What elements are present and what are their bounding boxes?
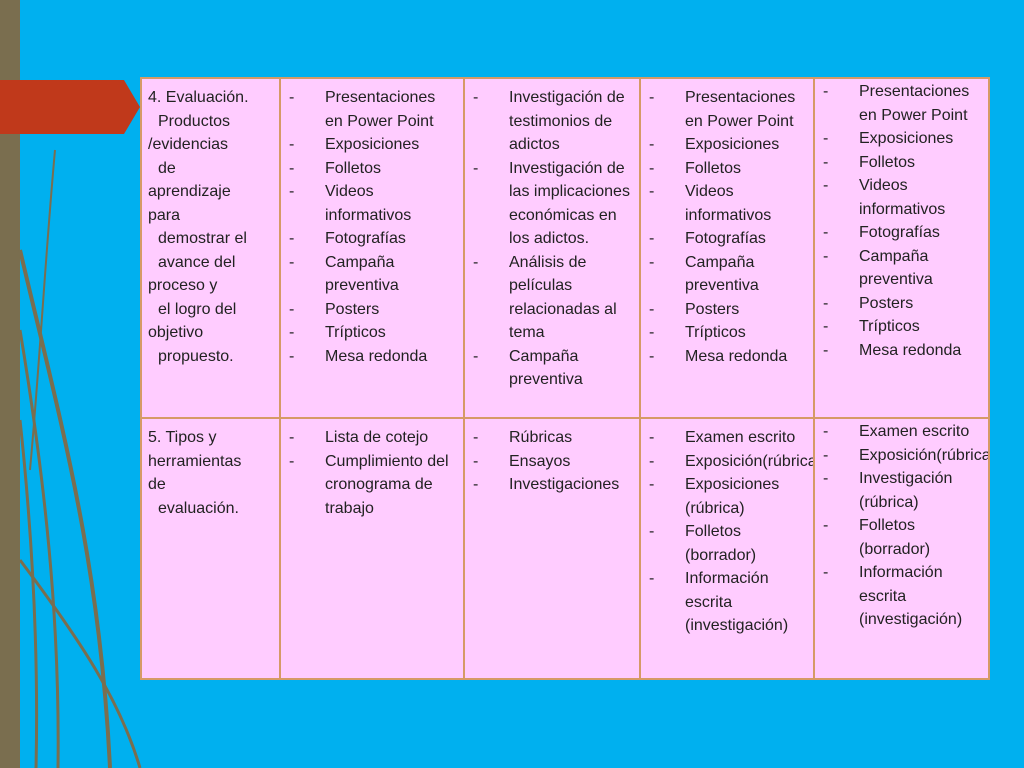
- list-item: Trípticos: [821, 315, 982, 339]
- row-label-line: herramientas: [148, 452, 242, 470]
- list-item: Investigación de las implicaciones econó…: [471, 157, 633, 251]
- list-item: Folletos: [647, 157, 807, 181]
- row-label-line: Productos: [158, 112, 231, 130]
- row-label-line: demostrar el: [158, 230, 247, 247]
- left-accent-bar: [0, 0, 20, 768]
- list-item: Ensayos: [471, 450, 633, 474]
- dash-list: Examen escritoExposición(rúbrica)Investi…: [821, 420, 987, 632]
- list-item: Presentaciones en Power Point: [821, 80, 982, 127]
- list-item: Folletos (borrador): [821, 514, 982, 561]
- list-item: Posters: [287, 298, 457, 322]
- dash-list: Lista de cotejoCumplimiento del cronogra…: [287, 426, 457, 520]
- decorative-curve: [18, 419, 39, 768]
- list-item: Exposición(rúbrica): [821, 444, 987, 468]
- list-item: Presentaciones en Power Point: [647, 86, 807, 133]
- list-item: Mesa redonda: [287, 345, 457, 369]
- table-cell: Examen escritoExposición(rúbrica)Investi…: [813, 417, 990, 680]
- list-item: Investigaciones: [471, 473, 633, 497]
- list-item: Examen escrito: [821, 420, 982, 444]
- list-item: Folletos: [287, 157, 457, 181]
- list-item: Exposiciones: [287, 133, 457, 157]
- list-item: Posters: [647, 298, 807, 322]
- row-label-cell: 4. Evaluación. Productos/evidencias de apre…: [140, 77, 281, 419]
- row-label-line: proceso y: [148, 277, 218, 294]
- list-item: Exposiciones (rúbrica): [647, 473, 807, 520]
- dash-list: Presentaciones en Power PointExposicione…: [647, 86, 807, 368]
- decorative-curves: [18, 149, 142, 768]
- red-arrow-tab: [0, 80, 140, 134]
- list-item: Videos informativos: [287, 180, 457, 227]
- row-label-line: el logro del: [158, 300, 237, 318]
- list-item: Mesa redonda: [821, 339, 982, 363]
- decorative-curve: [18, 329, 60, 768]
- list-item: Videos informativos: [821, 174, 982, 221]
- table-cell: Presentaciones en Power PointExposicione…: [813, 77, 990, 419]
- list-item: Fotografías: [821, 221, 982, 245]
- row-label-line: 5. Tipos y: [148, 429, 217, 446]
- list-item: Exposiciones: [647, 133, 807, 157]
- list-item: Trípticos: [287, 321, 457, 345]
- dash-list: Presentaciones en Power PointExposicione…: [287, 86, 457, 368]
- list-item: Cumplimiento del cronograma de trabajo: [287, 450, 457, 521]
- table-cell: Lista de cotejoCumplimiento del cronogra…: [279, 417, 465, 680]
- table-cell: RúbricasEnsayosInvestigaciones: [463, 417, 641, 680]
- list-item: Lista de cotejo: [287, 426, 457, 450]
- list-item: Trípticos: [647, 321, 807, 345]
- table-row: 4. Evaluación. Productos/evidencias de apre…: [140, 77, 990, 419]
- row-label-cell: 5. Tipos y herramientas de evaluación.: [140, 417, 281, 680]
- list-item: Campaña preventiva: [821, 245, 982, 292]
- list-item: Posters: [821, 292, 982, 316]
- list-item: Folletos (borrador): [647, 520, 807, 567]
- decorative-curve: [18, 559, 142, 768]
- decorative-curve: [18, 249, 112, 768]
- list-item: Análisis de películas relacionadas al te…: [471, 251, 633, 345]
- row-label-line: evaluación.: [158, 499, 239, 517]
- list-item: Rúbricas: [471, 426, 633, 450]
- list-item: Presentaciones en Power Point: [287, 86, 457, 133]
- table-cell: Presentaciones en Power PointExposicione…: [279, 77, 465, 419]
- list-item: Información escrita (investigación): [821, 561, 982, 632]
- table-cell: Presentaciones en Power PointExposicione…: [639, 77, 815, 419]
- row-label-line: 4. Evaluación.: [148, 89, 249, 106]
- row-label-line: avance del: [158, 253, 236, 271]
- list-item: Campaña preventiva: [471, 345, 633, 392]
- row-label-line: aprendizaje: [148, 183, 231, 200]
- list-item: Investigación de testimonios de adictos: [471, 86, 633, 157]
- table-cell: Examen escritoExposición(rúbrica)Exposic…: [639, 417, 815, 680]
- row-label-line: de: [148, 476, 166, 493]
- decorative-curve: [29, 149, 56, 471]
- row-label-line: objetivo: [148, 324, 204, 341]
- row-label-line: /evidencias: [148, 136, 229, 153]
- row-label-line: propuesto.: [158, 347, 234, 365]
- list-item: Folletos: [821, 151, 982, 175]
- list-item: Información escrita (investigación): [647, 567, 807, 638]
- list-item: Exposiciones: [821, 127, 982, 151]
- table-row: 5. Tipos y herramientas de evaluación. Lista…: [140, 417, 990, 680]
- row-label-line: de: [158, 159, 176, 177]
- evaluation-table: 4. Evaluación. Productos/evidencias de apre…: [140, 77, 990, 680]
- list-item: Examen escrito: [647, 426, 807, 450]
- dash-list: Presentaciones en Power PointExposicione…: [821, 80, 982, 362]
- list-item: Investigación (rúbrica): [821, 467, 982, 514]
- list-item: Videos informativos: [647, 180, 807, 227]
- list-item: Mesa redonda: [647, 345, 807, 369]
- list-item: Campaña preventiva: [287, 251, 457, 298]
- dash-list: Investigación de testimonios de adictosI…: [471, 86, 633, 392]
- list-item: Campaña preventiva: [647, 251, 807, 298]
- table-cell: Investigación de testimonios de adictosI…: [463, 77, 641, 419]
- row-label-line: para: [148, 206, 181, 224]
- dash-list: Examen escritoExposición(rúbrica)Exposic…: [647, 426, 812, 638]
- list-item: Fotografías: [647, 227, 807, 251]
- dash-list: RúbricasEnsayosInvestigaciones: [471, 426, 633, 497]
- list-item: Fotografías: [287, 227, 457, 251]
- list-item: Exposición(rúbrica): [647, 450, 812, 474]
